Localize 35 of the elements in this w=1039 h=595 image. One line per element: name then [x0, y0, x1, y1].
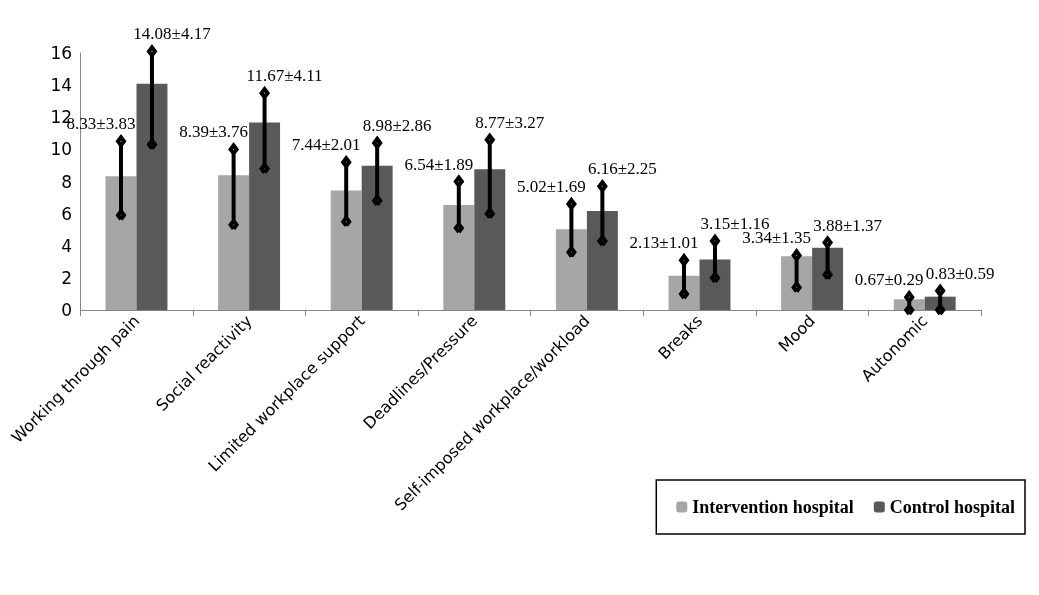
- data-label: 14.08±4.17: [133, 24, 212, 44]
- data-label: 7.44±2.01: [291, 135, 361, 155]
- y-tick-label: 2: [61, 267, 73, 288]
- y-tick-label: 0: [61, 300, 73, 320]
- data-label: 8.39±3.76: [179, 122, 249, 142]
- bar: [218, 175, 250, 310]
- bar: [555, 229, 587, 310]
- bar: [443, 204, 475, 310]
- legend-label: Control hospital: [889, 497, 1016, 517]
- data-label: 3.88±1.37: [813, 215, 883, 235]
- data-label: 0.67±0.29: [854, 270, 924, 290]
- bar: [105, 176, 137, 310]
- y-tick-label: 8: [61, 171, 73, 192]
- data-label: 8.98±2.86: [362, 115, 432, 135]
- data-label: 11.67±4.11: [246, 66, 323, 86]
- bar: [330, 190, 362, 310]
- data-label: 5.02±1.69: [516, 176, 586, 196]
- data-label: 6.16±2.25: [587, 159, 657, 179]
- y-tick-label: 6: [61, 203, 73, 224]
- legend-label: Intervention hospital: [692, 497, 854, 517]
- bar: [474, 169, 506, 310]
- y-tick-label: 10: [50, 139, 73, 160]
- bar: [136, 83, 168, 310]
- bar: [249, 122, 281, 310]
- y-tick-label: 16: [50, 43, 73, 63]
- bar: [361, 165, 393, 310]
- data-label: 8.77±3.27: [475, 112, 545, 132]
- y-tick-label: 14: [50, 75, 73, 96]
- data-label: 6.54±1.89: [404, 154, 474, 174]
- data-label: 0.83±0.59: [925, 263, 995, 283]
- y-tick-label: 4: [61, 235, 73, 256]
- bar: [812, 247, 844, 310]
- data-label: 2.13±1.01: [629, 233, 699, 253]
- bar: [699, 259, 731, 310]
- bar: [586, 211, 618, 310]
